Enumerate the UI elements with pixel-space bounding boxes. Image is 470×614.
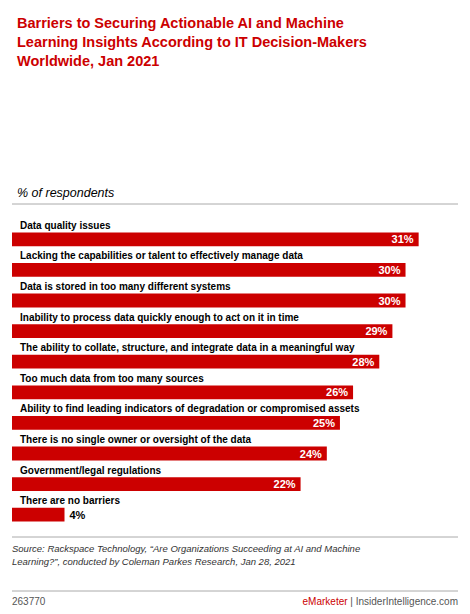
- svg-text:InsiderIntelligence.com: InsiderIntelligence.com: [356, 596, 458, 607]
- svg-text:263770: 263770: [12, 596, 46, 607]
- svg-text:The ability to collate, struct: The ability to collate, structure, and i…: [20, 342, 355, 353]
- svg-text:26%: 26%: [326, 386, 348, 398]
- svg-text:Government/legal regulations: Government/legal regulations: [20, 465, 162, 476]
- svg-text:30%: 30%: [378, 264, 400, 276]
- svg-text:24%: 24%: [300, 448, 322, 460]
- svg-text:29%: 29%: [365, 325, 387, 337]
- svg-text:There are no barriers: There are no barriers: [20, 495, 120, 506]
- svg-text:4%: 4%: [69, 509, 85, 521]
- svg-text:Worldwide, Jan 2021: Worldwide, Jan 2021: [17, 53, 159, 69]
- svg-text:Lacking the capabilities or ta: Lacking the capabilities or talent to ef…: [20, 250, 303, 261]
- svg-text:28%: 28%: [352, 356, 374, 368]
- svg-text:Inability to process data quic: Inability to process data quickly enough…: [20, 312, 299, 323]
- svg-text:22%: 22%: [274, 478, 296, 490]
- svg-text:31%: 31%: [392, 233, 414, 245]
- svg-text:Source: Rackspace Technology,: Source: Rackspace Technology, “Are Organ…: [12, 543, 360, 554]
- svg-text:Learning Insights According to: Learning Insights According to IT Decisi…: [17, 34, 367, 50]
- svg-text:Data is stored in too many dif: Data is stored in too many different sys…: [20, 281, 231, 292]
- svg-text:25%: 25%: [313, 417, 335, 429]
- svg-text:% of respondents: % of respondents: [17, 186, 114, 200]
- svg-text:Too much data from too many so: Too much data from too many sources: [20, 373, 204, 384]
- svg-text:Barriers to Securing Actionabl: Barriers to Securing Actionable AI and M…: [17, 15, 344, 31]
- svg-text:There is no single owner or ov: There is no single owner or oversight of…: [20, 434, 252, 445]
- svg-text:Data quality issues: Data quality issues: [20, 220, 111, 231]
- svg-text:eMarketer: eMarketer: [303, 596, 349, 607]
- svg-text:30%: 30%: [378, 295, 400, 307]
- svg-text:Learning?”, conducted by Colem: Learning?”, conducted by Coleman Parkes …: [12, 556, 296, 567]
- svg-text:Ability to find leading indica: Ability to find leading indicators of de…: [20, 403, 360, 414]
